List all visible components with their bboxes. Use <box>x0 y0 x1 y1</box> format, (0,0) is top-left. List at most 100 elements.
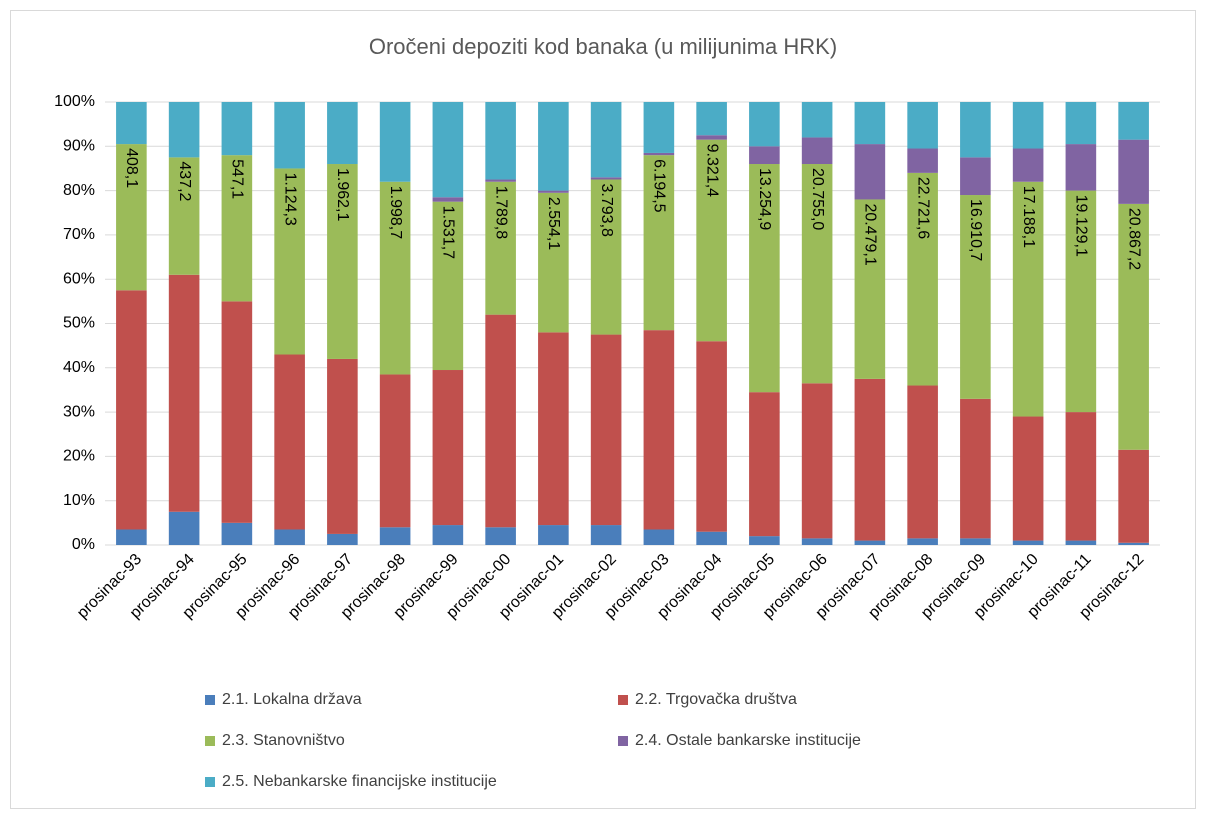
bar-segment <box>801 538 833 545</box>
y-tick-label: 80% <box>63 182 95 199</box>
bar-segment <box>116 144 147 291</box>
bar-segment <box>538 525 569 545</box>
bar-segment <box>801 164 833 384</box>
bar-segment <box>643 152 675 156</box>
legend-swatch <box>618 695 628 705</box>
bar-segment <box>590 179 622 335</box>
bar-segment <box>168 157 200 275</box>
data-label: 437,2 <box>176 161 193 201</box>
legend-label: 2.1. Lokalna država <box>222 691 362 708</box>
bar-segment <box>696 341 727 532</box>
bar-segment <box>854 199 886 379</box>
bar-segment <box>643 529 675 545</box>
legend-swatch <box>205 736 215 746</box>
bar-segment <box>854 102 886 145</box>
bar-segment <box>1065 190 1097 413</box>
bar-segment <box>538 190 569 193</box>
legend-swatch <box>618 736 628 746</box>
bar-segment <box>327 164 358 359</box>
data-label: 1.998,7 <box>387 186 404 239</box>
data-label: 408,1 <box>123 148 140 188</box>
bar-segment <box>1118 139 1149 204</box>
bar-segment <box>116 529 147 545</box>
data-label: 3.793,8 <box>598 184 615 237</box>
bar-segment <box>1012 540 1044 545</box>
y-tick-label: 30% <box>63 403 95 420</box>
data-label: 20.867,2 <box>1125 208 1142 270</box>
bar-segment <box>379 374 411 528</box>
bar-segment <box>1065 540 1097 545</box>
bar-segment <box>116 290 147 530</box>
bar-segment <box>590 525 622 545</box>
bar-segment <box>1065 412 1097 541</box>
bar-segment <box>327 102 358 165</box>
bar-segment <box>907 538 938 545</box>
data-label: 6.194,5 <box>651 159 668 212</box>
legend-label: 2.4. Ostale bankarske institucije <box>635 732 861 749</box>
bar-segment <box>801 383 833 539</box>
data-label: 19.129,1 <box>1073 195 1090 257</box>
bar-segment <box>274 168 305 355</box>
bar-segment <box>485 179 516 182</box>
data-label: 16.910,7 <box>967 199 984 261</box>
bar-segment <box>643 155 675 331</box>
y-tick-label: 20% <box>63 448 95 465</box>
bar-segment <box>960 157 991 196</box>
bar-segment <box>1012 416 1044 541</box>
bar-segment <box>801 102 833 138</box>
bar-segment <box>854 540 886 545</box>
legend-swatch <box>205 695 215 705</box>
bar-segment <box>327 358 358 534</box>
data-label: 20.479,1 <box>862 203 879 265</box>
bar-segment <box>696 139 727 342</box>
data-label: 22.721,6 <box>914 177 931 239</box>
y-tick-label: 40% <box>63 359 95 376</box>
bar-segment <box>221 102 253 156</box>
y-tick-label: 70% <box>63 226 95 243</box>
bar-segment <box>907 172 938 386</box>
bar-segment <box>960 398 991 539</box>
bar-segment <box>749 146 780 165</box>
bar-segment <box>749 102 780 147</box>
chart-title: Oročeni depoziti kod banaka (u milijunim… <box>369 34 837 59</box>
bar-segment <box>1118 102 1149 140</box>
bar-segment <box>432 370 464 526</box>
bar-segment <box>485 527 516 545</box>
data-label: 1.962,1 <box>334 168 351 221</box>
bar-segment <box>907 148 938 173</box>
bar-segment <box>643 330 675 530</box>
bar-segment <box>538 192 569 333</box>
bar-segment <box>432 102 464 198</box>
bar-segment <box>749 536 780 545</box>
bar-segment <box>432 197 464 202</box>
bar-segment <box>590 102 622 178</box>
bar-segment <box>854 378 886 541</box>
y-tick-label: 100% <box>54 93 95 110</box>
data-label: 13.254,9 <box>756 168 773 230</box>
bar-segment <box>1118 203 1149 450</box>
bar-segment <box>1012 102 1044 149</box>
bar-segment <box>379 527 411 545</box>
bar-segment <box>854 144 886 200</box>
bar-segment <box>590 177 622 180</box>
y-tick-label: 0% <box>72 536 95 553</box>
bar-segment <box>1118 449 1149 543</box>
bar-segment <box>696 135 727 140</box>
y-tick-label: 10% <box>63 492 95 509</box>
data-label: 2.554,1 <box>545 197 562 250</box>
bar-segment <box>221 155 253 302</box>
bar-segment <box>485 314 516 528</box>
bar-segment <box>960 102 991 158</box>
legend-label: 2.3. Stanovništvo <box>222 732 345 749</box>
legend-label: 2.2. Trgovačka društva <box>635 691 797 708</box>
y-tick-label: 50% <box>63 315 95 332</box>
bar-segment <box>696 102 727 136</box>
legend-label: 2.5. Nebankarske financijske institucije <box>222 773 497 790</box>
bar-segment <box>696 531 727 545</box>
bar-segment <box>274 529 305 545</box>
bar-segment <box>1118 542 1149 545</box>
data-label: 20.755,0 <box>809 168 826 230</box>
y-tick-label: 90% <box>63 138 95 155</box>
bar-segment <box>1012 148 1044 182</box>
bar-segment <box>168 511 200 545</box>
